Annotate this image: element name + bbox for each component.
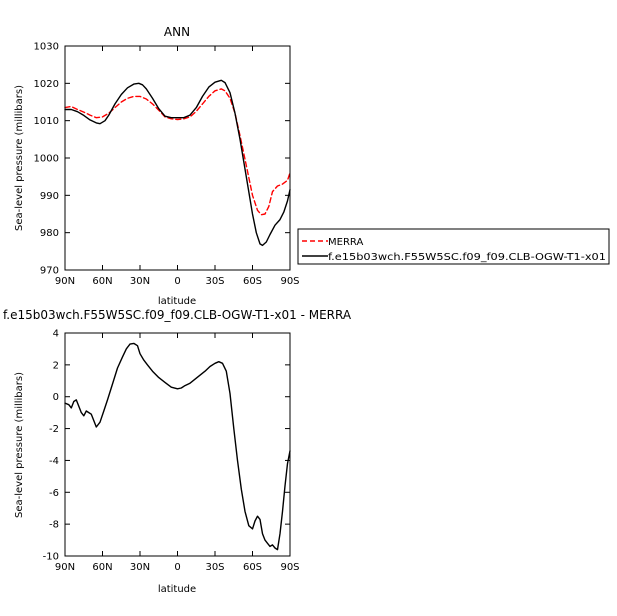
bottom-x-tick-label: 90S	[280, 562, 299, 573]
top-x-tick-label: 60N	[92, 276, 112, 287]
top-y-tick-label: 1000	[34, 154, 59, 165]
top-plot-frame	[64, 45, 291, 271]
bottom-x-tick-label: 30S	[205, 562, 224, 573]
bottom-y-tick-label: -10	[43, 552, 59, 563]
top-y-tick-label: 1020	[34, 79, 59, 90]
top-x-tick-label: 0	[174, 276, 180, 287]
bottom-y-tick-label: 2	[53, 360, 59, 371]
top-x-tick-label: 60S	[243, 276, 262, 287]
top-x-tick-label: 90N	[55, 276, 75, 287]
top-y-tick-label: 1030	[34, 42, 59, 53]
bottom-axis-ticks: 90N 60N 30N 0 30S 60S 90S -10 -8 -6 -4 -2 0 2 4	[43, 329, 300, 574]
top-x-tick-label: 30S	[205, 276, 224, 287]
bottom-x-tick-label: 90N	[55, 562, 75, 573]
top-y-axis-label: Sea-level pressure (millibars)	[14, 85, 25, 231]
legend: MERRA f.e15b03wch.F55W5SC.f09_f09.CLB-OG…	[297, 228, 610, 265]
legend-label-model: f.e15b03wch.F55W5SC.f09_f09.CLB-OGW-T1-x…	[328, 252, 606, 263]
bottom-y-tick-label: -6	[49, 488, 59, 499]
bottom-panel: f.e15b03wch.F55W5SC.f09_f09.CLB-OGW-T1-x…	[3, 308, 352, 595]
top-y-tick-label: 970	[40, 266, 59, 277]
legend-label-merra: MERRA	[328, 237, 363, 248]
top-plot-area	[64, 79, 291, 247]
top-x-axis-label: latitude	[158, 296, 196, 307]
legend-box	[297, 228, 610, 265]
bottom-x-axis-label: latitude	[158, 584, 196, 595]
bottom-x-tick-label: 0	[174, 562, 180, 573]
top-chart-title: ANN	[164, 25, 190, 39]
bottom-x-tick-label: 30N	[130, 562, 150, 573]
bottom-y-tick-label: 4	[53, 329, 59, 340]
bottom-y-tick-label: -8	[49, 520, 59, 531]
bottom-plot-frame	[64, 332, 291, 557]
top-y-tick-label: 1010	[34, 116, 59, 127]
top-y-tick-label: 980	[40, 228, 59, 239]
bottom-x-tick-label: 60N	[92, 562, 112, 573]
top-axis-ticks: 90N 60N 30N 0 30S 60S 90S 970 980 990 1000 1010 1020…	[34, 42, 300, 288]
bottom-plot-area	[64, 342, 291, 551]
top-panel: ANN Sea-level pressure (millibars) latit…	[14, 25, 300, 307]
bottom-y-tick-label: -4	[49, 456, 59, 467]
top-y-tick-label: 990	[40, 191, 59, 202]
bottom-x-tick-label: 60S	[243, 562, 262, 573]
top-series-line-1	[64, 88, 291, 216]
top-x-tick-label: 90S	[280, 276, 299, 287]
bottom-y-tick-label: 0	[53, 392, 59, 403]
bottom-chart-title: f.e15b03wch.F55W5SC.f09_f09.CLB-OGW-T1-x…	[3, 308, 352, 322]
bottom-y-tick-label: -2	[49, 424, 59, 435]
bottom-series-line-1	[64, 342, 291, 551]
bottom-y-axis-label: Sea-level pressure (millibars)	[14, 372, 25, 518]
top-series-line-2	[64, 79, 291, 247]
top-x-tick-label: 30N	[130, 276, 150, 287]
